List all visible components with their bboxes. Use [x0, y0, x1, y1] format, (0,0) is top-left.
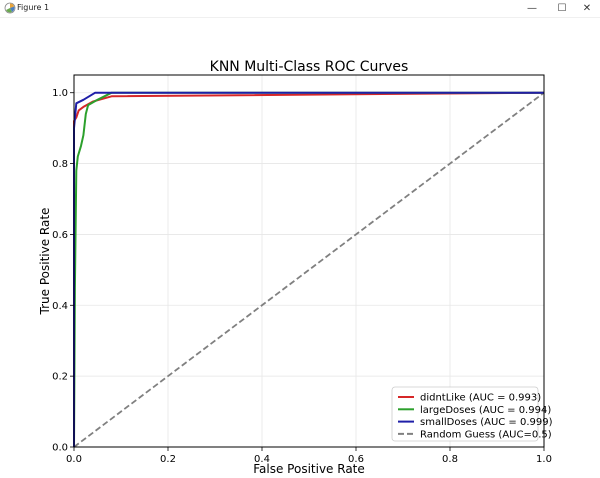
legend: didntLike (AUC = 0.993)largeDoses (AUC =… — [391, 386, 553, 442]
minimize-icon: — — [527, 3, 537, 14]
minimize-button[interactable]: — — [517, 0, 547, 17]
window-titlebar: Figure 1 — ☐ ✕ — [0, 0, 600, 18]
x-tick-label: 0.8 — [442, 454, 458, 465]
chart-title: KNN Multi-Class ROC Curves — [210, 59, 409, 75]
axis-ticks: 0.0 0.2 0.4 0.6 0.8 1.0 0.0 0.2 0.4 0.6 0.8 1.0 — [52, 88, 552, 465]
maximize-button[interactable]: ☐ — [547, 0, 577, 17]
legend-entry-label: largeDoses (AUC = 0.994) — [420, 405, 551, 416]
x-tick-label: 0.0 — [66, 454, 82, 465]
y-tick-label: 0.8 — [52, 159, 68, 170]
series-line-random — [73, 91, 545, 448]
x-axis-label: False Positive Rate — [253, 462, 365, 476]
legend-entry-label: didntLike (AUC = 0.993) — [420, 393, 541, 404]
y-axis-label: True Positive Rate — [38, 208, 52, 316]
y-tick-label: 0.6 — [52, 230, 68, 241]
series-line-largedoses — [73, 91, 544, 448]
legend-entry-label: smallDoses (AUC = 0.999) — [420, 417, 553, 428]
x-tick-label: 0.2 — [160, 454, 176, 465]
legend-entry-label: Random Guess (AUC=0.5) — [420, 429, 552, 440]
window-title: Figure 1 — [17, 3, 50, 12]
close-button[interactable]: ✕ — [572, 0, 600, 17]
matplotlib-app-icon — [4, 2, 16, 14]
y-tick-label: 0.2 — [52, 372, 68, 383]
close-icon: ✕ — [582, 3, 592, 14]
plot-area-frame — [73, 74, 545, 448]
y-tick-label: 0.4 — [52, 301, 68, 312]
roc-chart: KNN Multi-Class ROC Curves 0.0 0.2 0.4 0.6 0… — [38, 59, 553, 476]
x-tick-label: 1.0 — [536, 454, 552, 465]
x-tick-label: 0.4 — [254, 454, 270, 465]
maximize-icon: ☐ — [557, 3, 567, 14]
y-tick-label: 0.0 — [52, 443, 68, 454]
y-tick-label: 1.0 — [52, 88, 68, 99]
legend-box — [391, 386, 539, 442]
x-tick-label: 0.6 — [348, 454, 364, 465]
